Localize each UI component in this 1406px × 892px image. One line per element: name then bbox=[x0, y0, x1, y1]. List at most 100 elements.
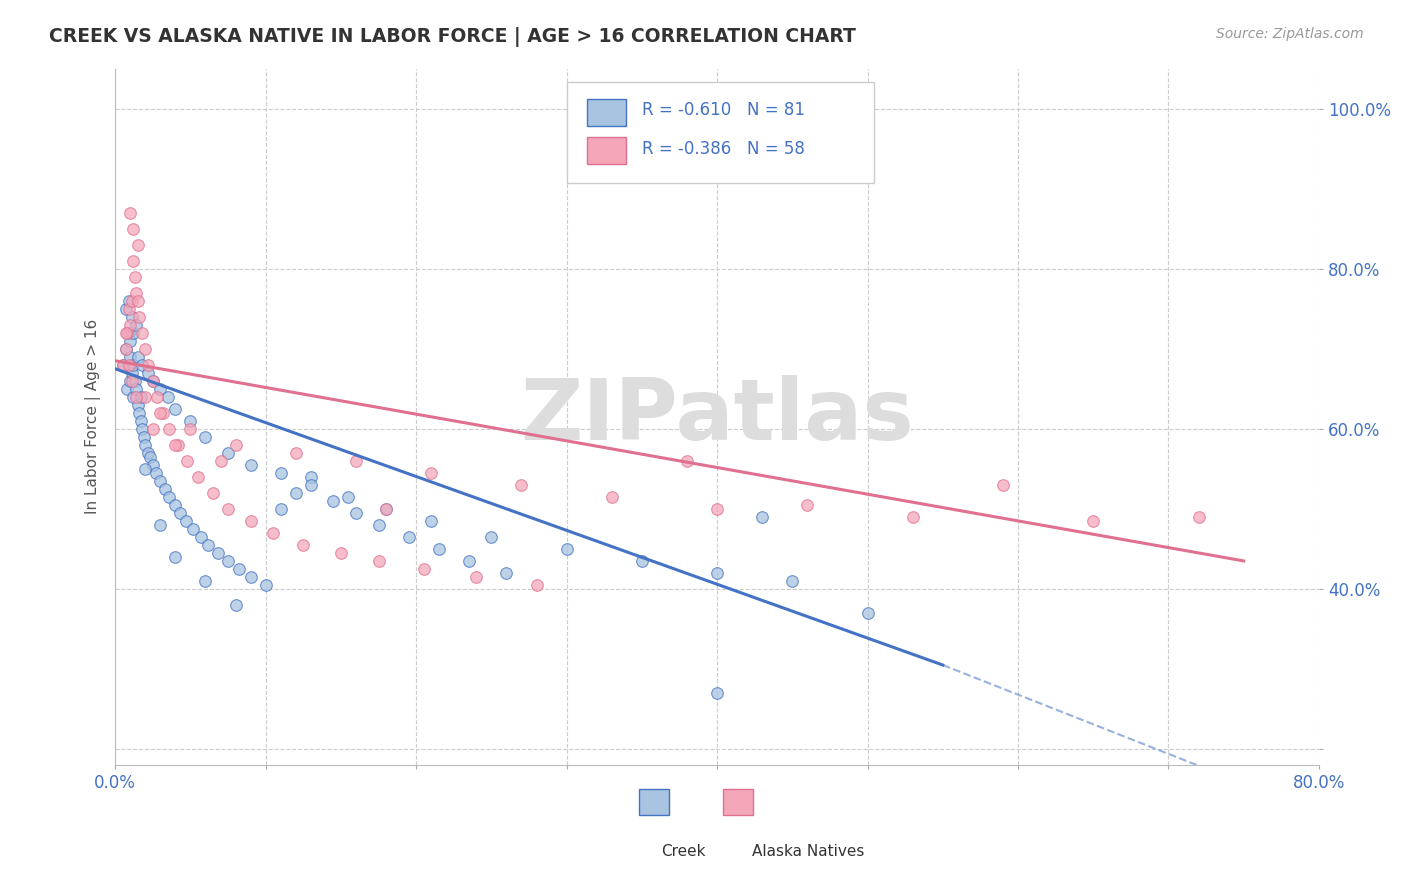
Point bbox=[344, 506, 367, 520]
Point bbox=[183, 522, 205, 536]
Point bbox=[124, 269, 146, 284]
Point bbox=[136, 358, 159, 372]
Point bbox=[1083, 514, 1105, 528]
Point bbox=[176, 454, 198, 468]
Point bbox=[125, 318, 148, 332]
FancyBboxPatch shape bbox=[638, 789, 669, 815]
Point bbox=[217, 502, 239, 516]
Point bbox=[136, 366, 159, 380]
Point bbox=[299, 478, 322, 492]
Point bbox=[142, 458, 165, 472]
Point bbox=[122, 253, 145, 268]
Point bbox=[127, 237, 149, 252]
Point bbox=[367, 517, 389, 532]
Point bbox=[526, 578, 548, 592]
Point bbox=[149, 474, 172, 488]
Point bbox=[115, 326, 138, 340]
Point bbox=[856, 606, 879, 620]
Point bbox=[128, 406, 150, 420]
Text: ZIPatlas: ZIPatlas bbox=[520, 376, 914, 458]
Point bbox=[114, 301, 136, 316]
Text: R = -0.386   N = 58: R = -0.386 N = 58 bbox=[643, 140, 806, 158]
Point bbox=[398, 530, 420, 544]
Point bbox=[131, 422, 153, 436]
Point bbox=[120, 350, 142, 364]
Text: Source: ZipAtlas.com: Source: ZipAtlas.com bbox=[1216, 27, 1364, 41]
Point bbox=[190, 530, 212, 544]
Point bbox=[174, 514, 197, 528]
Point bbox=[197, 538, 219, 552]
Point bbox=[120, 318, 142, 332]
Text: Creek: Creek bbox=[661, 845, 706, 859]
Point bbox=[114, 342, 136, 356]
Point bbox=[510, 478, 533, 492]
Point bbox=[121, 374, 143, 388]
Point bbox=[125, 390, 148, 404]
Point bbox=[375, 502, 398, 516]
Point bbox=[153, 482, 176, 496]
Point bbox=[121, 293, 143, 308]
Point bbox=[239, 458, 262, 472]
Point bbox=[322, 494, 344, 508]
Point bbox=[125, 382, 148, 396]
Text: Alaska Natives: Alaska Natives bbox=[752, 845, 865, 859]
Point bbox=[600, 490, 623, 504]
Point bbox=[751, 509, 773, 524]
FancyBboxPatch shape bbox=[723, 789, 754, 815]
Point bbox=[114, 342, 136, 356]
Point bbox=[167, 438, 190, 452]
Point bbox=[209, 454, 232, 468]
Point bbox=[991, 478, 1014, 492]
Point bbox=[124, 374, 146, 388]
Point bbox=[122, 358, 145, 372]
Point bbox=[706, 566, 728, 580]
Point bbox=[495, 566, 517, 580]
Point bbox=[132, 430, 155, 444]
Point bbox=[420, 514, 443, 528]
Point bbox=[125, 285, 148, 300]
Point bbox=[631, 554, 654, 568]
Point bbox=[676, 454, 699, 468]
Point bbox=[122, 390, 145, 404]
Point bbox=[782, 574, 804, 588]
Point bbox=[128, 310, 150, 324]
Point bbox=[1187, 509, 1209, 524]
Point bbox=[254, 578, 277, 592]
Text: CREEK VS ALASKA NATIVE IN LABOR FORCE | AGE > 16 CORRELATION CHART: CREEK VS ALASKA NATIVE IN LABOR FORCE | … bbox=[49, 27, 856, 46]
Point bbox=[194, 574, 217, 588]
Point bbox=[134, 390, 156, 404]
Point bbox=[239, 570, 262, 584]
Point bbox=[375, 502, 398, 516]
Point bbox=[120, 374, 142, 388]
Point bbox=[284, 486, 307, 500]
Point bbox=[122, 326, 145, 340]
Point bbox=[344, 454, 367, 468]
Point bbox=[134, 438, 156, 452]
Point bbox=[169, 506, 191, 520]
Point bbox=[270, 466, 292, 480]
Point bbox=[706, 686, 728, 700]
Point bbox=[134, 342, 156, 356]
Point bbox=[194, 430, 217, 444]
Point bbox=[465, 570, 488, 584]
Point bbox=[367, 554, 389, 568]
Point bbox=[142, 374, 165, 388]
Point bbox=[427, 541, 450, 556]
Point bbox=[299, 470, 322, 484]
Point bbox=[165, 549, 187, 564]
Point bbox=[706, 502, 728, 516]
Point bbox=[142, 374, 165, 388]
Text: R = -0.610   N = 81: R = -0.610 N = 81 bbox=[643, 102, 806, 120]
Point bbox=[111, 358, 134, 372]
Point bbox=[284, 446, 307, 460]
Point bbox=[127, 293, 149, 308]
FancyBboxPatch shape bbox=[567, 82, 873, 184]
Point bbox=[136, 446, 159, 460]
Point bbox=[118, 358, 141, 372]
Point bbox=[479, 530, 502, 544]
Point bbox=[139, 450, 162, 464]
Point bbox=[457, 554, 479, 568]
Point bbox=[131, 358, 153, 372]
Point bbox=[111, 358, 134, 372]
Point bbox=[165, 438, 187, 452]
